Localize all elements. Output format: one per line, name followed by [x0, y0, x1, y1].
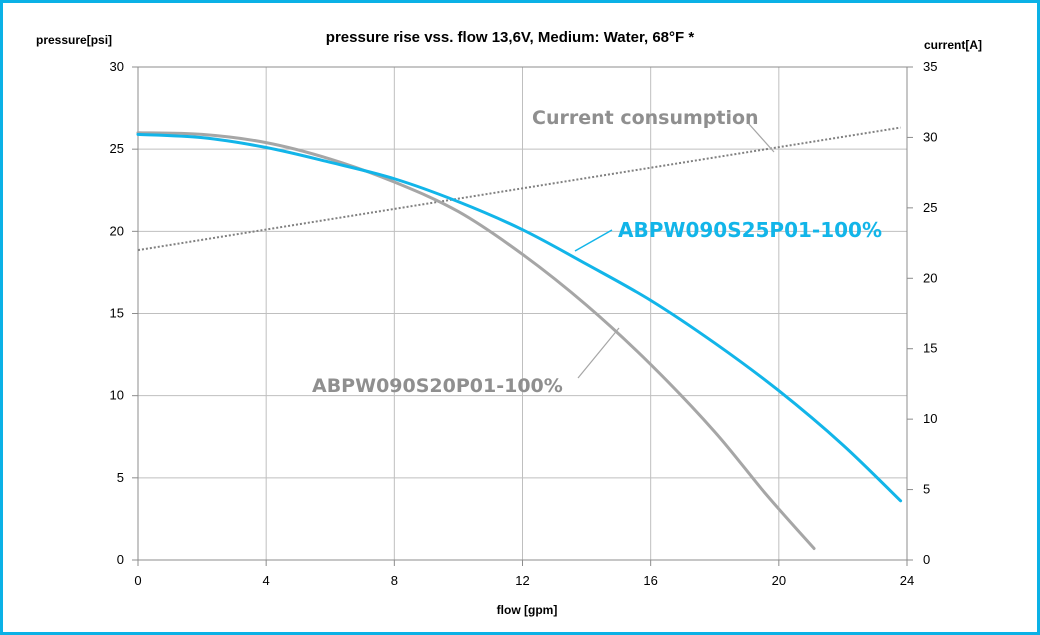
current-consumption-leader	[748, 123, 775, 153]
x-tick-label: 20	[772, 573, 786, 588]
x-tick-label: 12	[515, 573, 529, 588]
x-axis-label: flow [gpm]	[497, 603, 558, 617]
y-tick-label: 15	[110, 306, 124, 321]
y-tick-label: 5	[117, 470, 124, 485]
y2-tick-label: 30	[923, 129, 937, 144]
grid-lines	[132, 66, 913, 566]
y2-tick-label: 5	[923, 482, 930, 497]
x-tick-label: 8	[391, 573, 398, 588]
series-blue-leader	[574, 229, 613, 252]
series-line-1	[136, 131, 816, 550]
x-tick-label: 4	[263, 573, 270, 588]
y-tick-label: 25	[110, 141, 124, 156]
x-tick-label: 24	[900, 573, 914, 588]
y2-tick-label: 35	[923, 59, 937, 74]
tick-labels: 0 5 10 15 20 25 30 0 4 8 12 16 20 24 0 5 10 15 20 25 30 35	[110, 59, 938, 588]
series-blue-label: ABPW090S25P01-100%	[618, 218, 882, 242]
y2-tick-label: 10	[923, 411, 937, 426]
y-tick-label: 0	[117, 552, 124, 567]
y-tick-label: 30	[110, 59, 124, 74]
y2-tick-label: 25	[923, 200, 937, 215]
y2-tick-label: 20	[923, 270, 937, 285]
y2-tick-label: 0	[923, 552, 930, 567]
plot-area-border	[137, 66, 908, 561]
x-tick-label: 16	[643, 573, 657, 588]
y2-tick-label: 15	[923, 341, 937, 356]
series-line-2	[137, 126, 901, 252]
series-gray-label: ABPW090S20P01-100%	[312, 375, 563, 397]
current-consumption-label: Current consumption	[532, 107, 759, 129]
chart-title: pressure rise vss. flow 13,6V, Medium: W…	[326, 29, 695, 46]
x-tick-label: 0	[134, 573, 141, 588]
y2-axis-label: current[A]	[924, 38, 982, 52]
y-tick-label: 20	[110, 223, 124, 238]
y-tick-label: 10	[110, 388, 124, 403]
y-axis-label: pressure[psi]	[36, 33, 112, 47]
series-line-0	[136, 132, 903, 503]
series-layer	[136, 126, 903, 550]
series-gray-leader	[577, 327, 620, 379]
